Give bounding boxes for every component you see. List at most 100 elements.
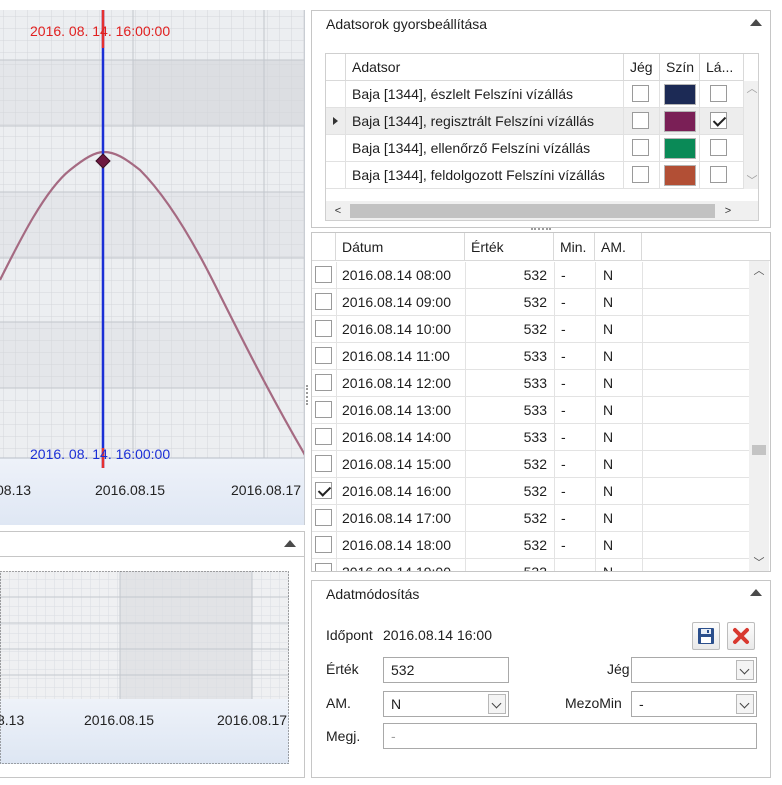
chevron-down-icon[interactable] (488, 694, 506, 714)
ice-checkbox[interactable] (632, 112, 649, 129)
value-cell: 532 (523, 294, 547, 310)
table-row[interactable]: 2016.08.14 15:00 532- N (312, 451, 749, 478)
overview-selection-frame[interactable] (0, 571, 289, 764)
row-header-corner (326, 54, 346, 81)
scroll-down-icon[interactable]: ﹀ (746, 175, 758, 187)
table-row[interactable]: 2016.08.14 17:00 532- N (312, 505, 749, 532)
table-row[interactable]: 2016.08.14 11:00 533- N (312, 343, 749, 370)
column-header-color[interactable]: Szín (660, 54, 700, 81)
chevron-down-icon[interactable] (736, 660, 754, 680)
note-input[interactable]: - (383, 723, 757, 749)
chevron-down-icon[interactable] (736, 694, 754, 714)
collapse-arrow-icon[interactable] (750, 19, 762, 26)
row-checkbox[interactable] (315, 293, 332, 310)
visible-checkbox[interactable] (710, 112, 727, 129)
splitter-grip[interactable] (531, 228, 551, 231)
value-cell: 532 (523, 483, 547, 499)
column-header-visible[interactable]: Lá... (700, 54, 744, 81)
row-checkbox[interactable] (315, 536, 332, 553)
x-tick-label: 2016.08.17 (231, 482, 301, 498)
overview-chart[interactable]: 8.13 2016.08.15 2016.08.17 (0, 557, 305, 778)
column-header-ice[interactable]: Jég (624, 54, 660, 81)
dataset-row[interactable]: Baja [1344], ellenőrző Felszíni vízállás (326, 135, 744, 162)
dataset-vertical-scrollbar[interactable]: ︿ ﹀ (744, 81, 758, 189)
mezomin-select[interactable]: - (631, 691, 757, 717)
value-cell: 533 (523, 375, 547, 391)
ice-checkbox[interactable] (632, 85, 649, 102)
value-cell: 533 (523, 429, 547, 445)
dataset-horizontal-scrollbar[interactable]: < > (326, 201, 758, 220)
scroll-up-icon[interactable]: ︿ (746, 83, 758, 95)
table-row[interactable]: 2016.08.14 13:00 533- N (312, 397, 749, 424)
overview-canvas[interactable]: 8.13 2016.08.15 2016.08.17 (0, 557, 305, 778)
color-swatch[interactable] (664, 84, 696, 105)
dataset-row[interactable]: Baja [1344], észlelt Felszíni vízállás (326, 81, 744, 108)
collapse-arrow-icon[interactable] (750, 589, 762, 596)
table-row[interactable]: 2016.08.14 14:00 533- N (312, 424, 749, 451)
column-header-am[interactable]: AM. (595, 233, 642, 261)
scroll-up-icon[interactable]: ︿ (753, 265, 765, 277)
save-button[interactable] (692, 622, 720, 650)
dataset-row[interactable]: Baja [1344], regisztrált Felszíni vízáll… (326, 108, 744, 135)
row-checkbox[interactable] (315, 509, 332, 526)
min-cell: - (561, 483, 566, 499)
scroll-right-icon[interactable]: > (724, 205, 732, 217)
row-checkbox[interactable] (315, 455, 332, 472)
dataset-row[interactable]: Baja [1344], feldolgozott Felszíni vízál… (326, 162, 744, 189)
column-header-min[interactable]: Min. (554, 233, 595, 261)
column-header-dataset[interactable]: Adatsor (346, 54, 624, 81)
date-cell: 2016.08.14 17:00 (342, 510, 451, 526)
vertical-splitter-grip[interactable] (306, 385, 309, 405)
ice-select[interactable] (631, 657, 757, 683)
row-checkbox[interactable] (315, 374, 332, 391)
collapse-arrow-icon[interactable] (284, 540, 296, 547)
value-cell: 532 (523, 321, 547, 337)
row-checkbox[interactable] (315, 428, 332, 445)
ice-checkbox[interactable] (632, 139, 649, 156)
value-input[interactable]: 532 (383, 657, 509, 683)
selected-point-marker[interactable] (95, 153, 111, 169)
color-swatch[interactable] (664, 165, 696, 186)
min-cell: - (561, 402, 566, 418)
visible-checkbox[interactable] (710, 166, 727, 183)
table-row[interactable]: 2016.08.14 12:00 533- N (312, 370, 749, 397)
column-header-date[interactable]: Dátum (336, 233, 465, 261)
row-checkbox[interactable] (315, 482, 332, 499)
date-cell: 2016.08.14 11:00 (342, 348, 450, 364)
timestamp-value: 2016.08.14 16:00 (383, 627, 492, 643)
table-row[interactable]: 2016.08.14 10:00 532- N (312, 316, 749, 343)
color-swatch[interactable] (664, 138, 696, 159)
table-row[interactable]: 2016.08.14 18:00 532- N (312, 532, 749, 559)
row-checkbox[interactable] (315, 320, 332, 337)
data-table-vertical-scrollbar[interactable]: ︿ ﹀ (749, 261, 769, 571)
row-checkbox[interactable] (315, 266, 332, 283)
table-row[interactable]: 2016.08.14 08:00 532- N (312, 262, 749, 289)
column-header-value[interactable]: Érték (465, 233, 554, 261)
row-checkbox[interactable] (315, 347, 332, 364)
visible-checkbox[interactable] (710, 139, 727, 156)
scroll-down-icon[interactable]: ﹀ (753, 557, 765, 569)
x-axis-strip (0, 458, 304, 525)
x-tick-label: 08.13 (0, 482, 31, 498)
chart-canvas[interactable]: 2016. 08. 14. 16:00:00 2016. 08. 14. 16:… (0, 10, 305, 525)
vertical-scroll-thumb[interactable] (752, 445, 766, 455)
horizontal-scroll-thumb[interactable] (350, 204, 715, 218)
value-cell: 532 (523, 510, 547, 526)
table-row[interactable]: 2016.08.14 09:00 532- N (312, 289, 749, 316)
ice-checkbox[interactable] (632, 166, 649, 183)
main-chart[interactable]: 2016. 08. 14. 16:00:00 2016. 08. 14. 16:… (0, 10, 305, 525)
am-select[interactable]: N (383, 691, 509, 717)
row-header[interactable] (326, 81, 346, 108)
row-header[interactable] (326, 135, 346, 162)
color-swatch[interactable] (664, 111, 696, 132)
bottom-cursor-label: 2016. 08. 14. 16:00:00 (30, 446, 170, 462)
row-header[interactable] (326, 162, 346, 189)
table-row[interactable]: 2016.08.14 19:00 533 - N (312, 559, 749, 571)
scroll-left-icon[interactable]: < (334, 205, 342, 217)
table-row[interactable]: 2016.08.14 16:00 532- N (312, 478, 749, 505)
row-header[interactable] (326, 108, 346, 135)
row-checkbox[interactable] (315, 563, 332, 571)
visible-checkbox[interactable] (710, 85, 727, 102)
cancel-button[interactable] (727, 622, 755, 650)
row-checkbox[interactable] (315, 401, 332, 418)
